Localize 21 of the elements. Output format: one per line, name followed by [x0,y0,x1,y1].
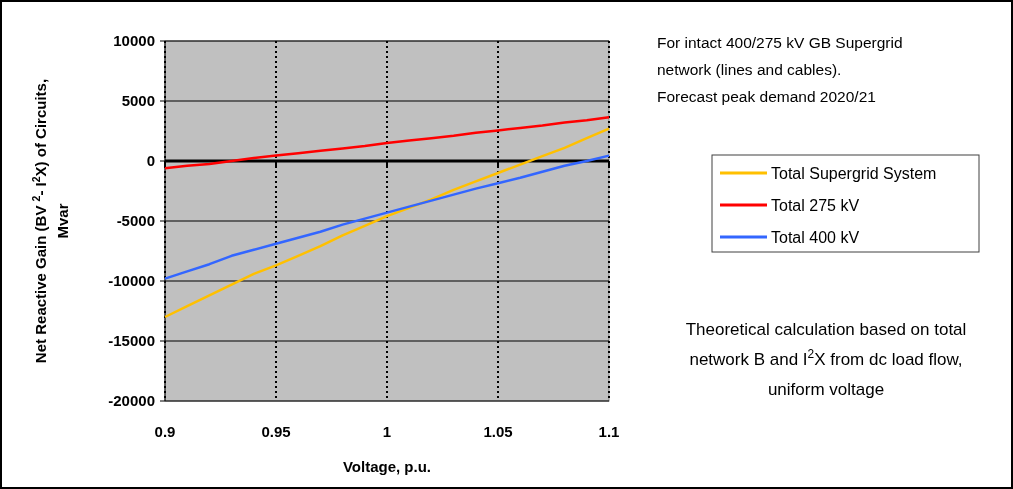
x-axis-title: Voltage, p.u. [342,458,432,475]
line-series [163,154,611,280]
x-tick-label: 0.9 [154,423,176,440]
legend-label: Total Supergrid System [771,164,937,182]
y-tick-label: -20000 [108,392,155,410]
y-tick-label: -10000 [108,272,155,290]
line-series [163,127,611,319]
x-tick-label: 1.05 [483,423,513,440]
text: Theoretical calculation based on total network B and I$^{2}$X from dc load flow, uniform voltage [685,320,967,399]
line-series [163,115,611,170]
x-tick-label: 1.1 [598,423,620,440]
y-tick-label: 5000 [121,92,155,110]
text: For intact 400/275 kV GB Supergrid network (lines and cables). Forecast peak demand 2020/21 [657,34,903,105]
y-tick-label: -5000 [116,212,155,230]
legend-label: Total 275 kV [771,196,860,214]
legend-label: Total 400 kV [771,228,860,246]
x-tick-label: 1 [382,423,392,440]
x-tick-label: 0.95 [261,423,291,440]
y-tick-label: 10000 [113,32,155,50]
y-tick-label: -15000 [108,332,155,350]
y-tick-label: 0 [146,152,155,170]
